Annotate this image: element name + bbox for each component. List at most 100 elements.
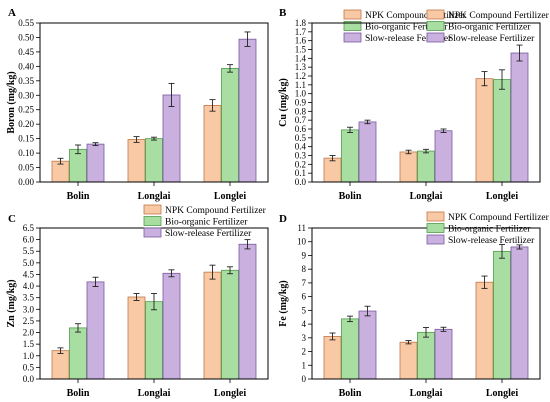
- bar-bolin-series-2: [69, 327, 87, 380]
- legend-label: NPK Compound Fertilizer: [448, 213, 550, 223]
- legend-swatch: [426, 211, 445, 222]
- legend-swatch: [143, 204, 162, 215]
- plot-frame: [311, 22, 541, 183]
- bar-longlei-series-3: [238, 38, 257, 183]
- legend-swatch: [343, 32, 362, 43]
- bar-longlei-series-1: [203, 104, 222, 183]
- y-tick-label: 0.15: [18, 134, 34, 144]
- y-tick-label: 10: [297, 237, 307, 247]
- legend-swatch: [143, 216, 162, 226]
- legend-label: Slow-release Fertilizer: [448, 34, 535, 44]
- bar-bolin-series-2: [341, 318, 359, 380]
- y-tick-label: 0.35: [18, 76, 34, 86]
- category-label: Bolin: [339, 191, 362, 202]
- y-tick-label: 6.0: [23, 235, 35, 245]
- category-label: Bolin: [67, 191, 90, 202]
- bar-longlai-series-1: [399, 341, 418, 380]
- panel-c: C 0.0 0.51.0 1.52.0 2.5 3.03.5 4.0 4.55.0 5.56.0…: [6, 204, 269, 399]
- panel-label: A: [8, 7, 16, 19]
- y-tick-label: 6: [302, 292, 307, 302]
- bar-bolin-series-3: [86, 143, 105, 183]
- y-tick-label: 0.25: [18, 105, 34, 115]
- y-tick-label: 1: [302, 360, 307, 370]
- bar-longlai-series-2: [145, 138, 163, 183]
- y-axis-label: Cu (mg/kg): [278, 78, 289, 127]
- y-tick-label: 1.6: [295, 36, 307, 46]
- y-axis-label: Boron (mg/kg): [6, 71, 17, 133]
- legend-label: Bio-organic Fertilizer: [448, 23, 531, 33]
- y-tick-label: 4.5: [23, 269, 35, 279]
- y-tick-label: 1.0: [23, 351, 35, 361]
- y-tick-label: 4: [302, 319, 307, 329]
- y-tick-label: 5.0: [23, 258, 35, 268]
- y-tick-label: 0.20: [18, 119, 34, 129]
- y-tick-label: 0.9: [295, 98, 307, 108]
- bar-longlei-series-1: [475, 281, 494, 380]
- plot-frame: [39, 22, 269, 183]
- bar-bolin-series-2: [341, 129, 359, 183]
- y-tick-label: 1.4: [295, 53, 307, 63]
- y-tick-label: 0.4: [295, 142, 307, 152]
- bar-longlai-series-2: [417, 150, 435, 183]
- y-tick-label: 0.1: [295, 168, 306, 178]
- y-tick-label: 1.2: [295, 71, 306, 81]
- bar-longlai-series-3: [434, 328, 453, 380]
- category-label: Bolin: [339, 388, 362, 399]
- bar-longlai-series-2: [145, 301, 163, 380]
- y-tick-label: 0.55: [18, 18, 34, 28]
- bar-bolin-series-3: [358, 310, 377, 380]
- legend-swatch: [426, 9, 445, 20]
- bar-longlei-series-2: [493, 250, 511, 380]
- category-label: Longlei: [486, 388, 518, 399]
- bar-longlei-series-3: [510, 246, 529, 380]
- y-tick-label: 0.3: [295, 151, 307, 161]
- y-tick-label: 8: [302, 264, 307, 274]
- y-tick-label: 2: [302, 347, 307, 357]
- y-tick-label: 3.5: [23, 293, 35, 303]
- category-label: Longlei: [214, 388, 246, 399]
- y-tick-label: 2.5: [23, 316, 35, 326]
- y-tick-label: 0.45: [18, 47, 34, 57]
- legend-swatch: [143, 227, 162, 238]
- bar-longlai-series-3: [162, 272, 181, 380]
- legend-label: Bio-organic Fertilizer: [165, 218, 248, 228]
- category-label: Longlai: [138, 191, 171, 202]
- y-tick-label: 1.0: [295, 89, 307, 99]
- legend: NPK Compound Fertilizer Bio-organic Ferti…: [343, 9, 467, 44]
- bar-bolin-series-1: [323, 157, 342, 183]
- y-tick-label: 0.00: [18, 177, 34, 187]
- panel-label: D: [279, 213, 287, 225]
- bar-longlai-series-2: [417, 331, 435, 380]
- y-tick-label: 0.2: [295, 159, 306, 169]
- legend: NPK Compound Fertilizer Bio-organic Ferti…: [426, 9, 550, 44]
- bar-bolin-series-3: [86, 281, 105, 380]
- bar-longlei-series-2: [493, 79, 511, 183]
- legend: NPK Compound Fertilizer Bio-organic Ferti…: [426, 211, 550, 246]
- bar-longlai-series-3: [434, 130, 453, 183]
- y-tick-label: 1.5: [295, 45, 307, 55]
- legend-label: Bio-organic Fertilizer: [365, 23, 448, 33]
- y-axis-label: Fe (mg/kg): [278, 280, 289, 326]
- legend-label: Slow-release Fertilizer: [448, 236, 535, 246]
- bar-bolin-series-1: [51, 350, 70, 380]
- bar-bolin-series-3: [358, 121, 377, 183]
- y-tick-label: 0.0: [23, 374, 35, 384]
- y-tick-label: 1.3: [295, 62, 307, 72]
- legend-swatch: [426, 234, 445, 245]
- bar-longlai-series-1: [127, 296, 146, 380]
- category-label: Longlai: [410, 388, 443, 399]
- y-tick-label: 0.6: [295, 124, 307, 134]
- panel-a: A 0.00 0.05 0.10 0.15 0.20 0.25 0.30 0.35 0.40 0.4…: [6, 7, 467, 202]
- legend-label: NPK Compound Fertilizer: [448, 11, 550, 21]
- y-tick-label: 0.05: [18, 163, 34, 173]
- y-tick-label: 0: [302, 374, 307, 384]
- bar-longlai-series-1: [399, 151, 418, 183]
- bar-longlei-series-2: [221, 67, 239, 183]
- y-tick-label: 0.0: [295, 177, 307, 187]
- y-tick-label: 1.8: [295, 18, 307, 28]
- y-tick-label: 2.0: [23, 328, 35, 338]
- y-tick-label: 0.30: [18, 90, 34, 100]
- bar-longlai-series-3: [162, 94, 181, 183]
- y-tick-label: 0.40: [18, 61, 34, 71]
